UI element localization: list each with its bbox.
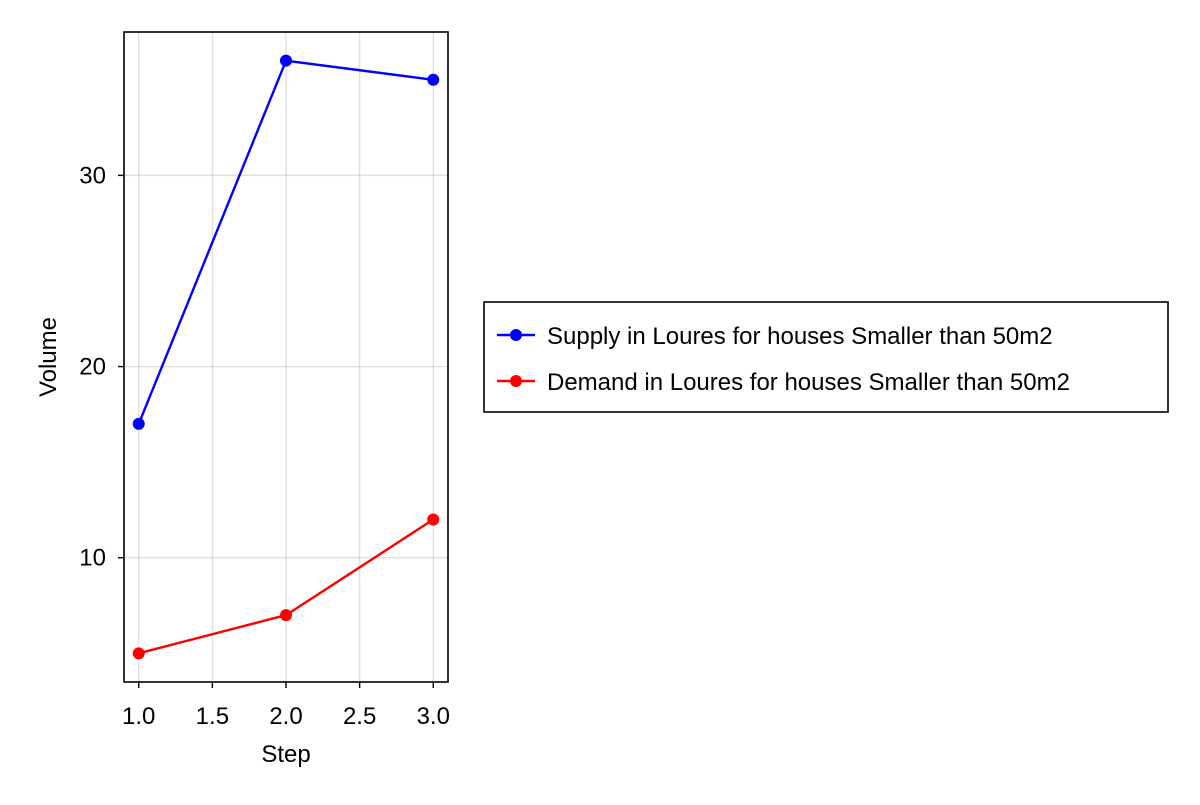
x-tick-label: 2.5 (343, 703, 376, 730)
x-tick-label: 3.0 (417, 703, 450, 730)
y-tick-label: 30 (79, 162, 106, 189)
x-tick-label: 1.0 (122, 703, 155, 730)
series-layer (132, 54, 440, 660)
data-point (132, 647, 145, 660)
y-axis-ticks: 10 20 30 (79, 162, 124, 572)
y-tick-label: 10 (79, 545, 106, 572)
data-point (280, 609, 292, 622)
data-point (427, 73, 440, 86)
y-axis-label: Volume (35, 317, 62, 397)
data-point (280, 54, 292, 67)
y-tick-label: 20 (79, 354, 106, 381)
legend-label-demand: Demand in Loures for houses Smaller than… (547, 369, 1070, 396)
data-point (427, 513, 440, 526)
legend-marker-supply (510, 329, 522, 341)
legend-entry-supply: Supply in Loures for houses Smaller than… (497, 323, 1053, 350)
series-supply (132, 54, 440, 430)
x-tick-label: 2.0 (269, 703, 302, 730)
legend-marker-demand (510, 375, 522, 387)
series-demand (132, 513, 440, 660)
x-tick-label: 1.5 (196, 703, 229, 730)
legend-entry-demand: Demand in Loures for houses Smaller than… (497, 369, 1070, 396)
x-axis-ticks: 1.0 1.5 2.0 2.5 3.0 (122, 682, 450, 730)
legend: Supply in Loures for houses Smaller than… (483, 301, 1169, 413)
data-point (132, 417, 145, 430)
x-axis-label: Step (261, 741, 310, 768)
grid-lines (124, 32, 448, 682)
legend-box (483, 301, 1169, 413)
legend-label-supply: Supply in Loures for houses Smaller than… (547, 323, 1053, 350)
